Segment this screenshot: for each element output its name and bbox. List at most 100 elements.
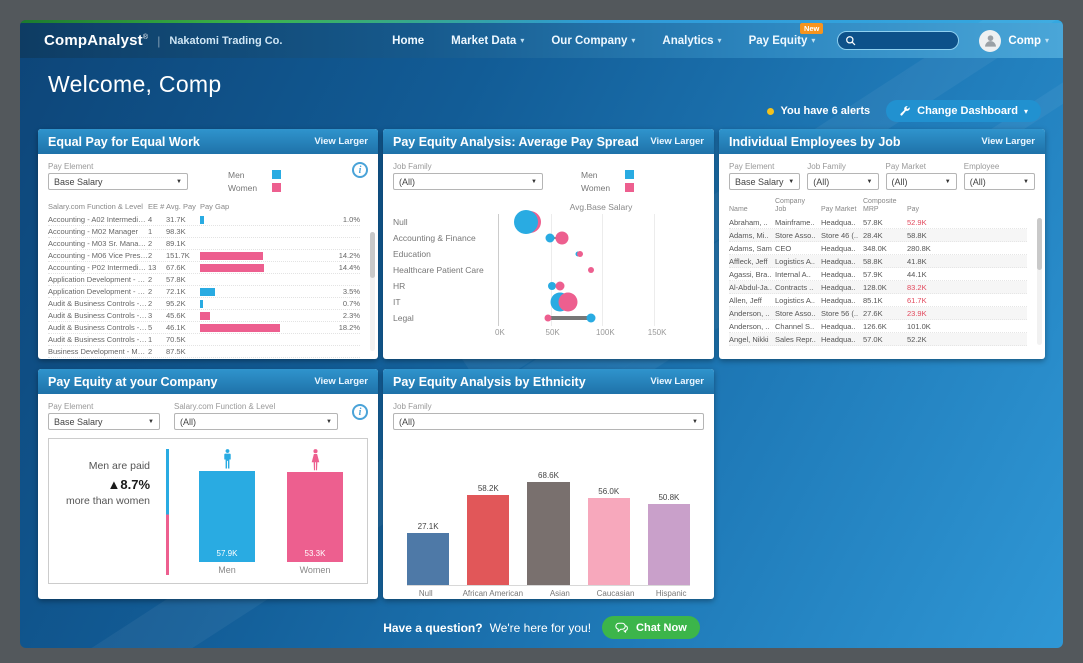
chevron-down-icon: ▼ [788, 178, 795, 185]
pay-element-select[interactable]: Base Salary ▼ [48, 413, 160, 430]
legend-men-label: Men [581, 169, 598, 180]
brand-logo[interactable]: CompAnalyst® [44, 32, 149, 49]
employee-market-cell: Headqua.. [821, 217, 856, 227]
scatter-dot-men [513, 210, 538, 234]
pay-element-filter: Pay Element Base Salary ▼ [48, 162, 188, 190]
job-family-select[interactable]: (All) ▼ [393, 173, 543, 190]
chevron-down-icon: ▼ [866, 178, 873, 185]
chevron-down-icon: ▾ [1044, 36, 1049, 45]
ee-count-cell: 5 [148, 323, 153, 332]
nav-item-pay-equity[interactable]: Pay Equity New ▾ [749, 22, 824, 47]
chat-now-button[interactable]: Chat Now [602, 616, 700, 639]
scrollbar[interactable] [1037, 218, 1042, 345]
employee-pay-cell: 52.2K [907, 334, 927, 344]
function-level-select[interactable]: (All) ▼ [174, 413, 338, 430]
search-input[interactable] [861, 35, 952, 46]
bar-value-label: 56.0K [598, 487, 620, 496]
spread-plot [498, 262, 700, 278]
search-box[interactable] [837, 31, 960, 50]
panel-header: Individual Employees by Job View Larger [719, 129, 1045, 154]
chevron-down-icon: ▼ [944, 178, 951, 185]
ee-count-cell: 1 [148, 227, 153, 236]
change-dashboard-button[interactable]: Change Dashboard ▾ [886, 100, 1041, 122]
spread-plot [498, 278, 700, 294]
panel-title: Pay Equity Analysis: Average Pay Spread [393, 134, 639, 149]
scrollbar[interactable] [370, 232, 375, 351]
chevron-down-icon: ▼ [531, 178, 537, 185]
employee-mrp-cell: 27.6K [863, 308, 883, 318]
scatter-dot-women [555, 281, 565, 291]
user-menu[interactable]: Comp ▾ [1008, 35, 1049, 47]
nav-item-label: Home [392, 34, 425, 47]
employee-job-cell: Sales Repr.. [775, 334, 816, 344]
employee-row: Adams, Sam CEO Headqua.. 348.0K 280.8K [729, 242, 1027, 256]
filter-employee: Employee (All) ▼ [963, 162, 1035, 190]
filter-select[interactable]: (All) ▼ [963, 173, 1035, 190]
bar-value-label: 27.1K [417, 522, 439, 531]
employee-market-cell: Headqua.. [821, 282, 856, 292]
avg-pay-cell: 57.8K [166, 275, 186, 284]
filter-select[interactable]: (All) ▼ [807, 173, 879, 190]
info-icon[interactable]: i [352, 162, 368, 178]
ethnicity-bar [467, 495, 510, 585]
view-larger-link[interactable]: View Larger [314, 136, 368, 147]
avg-pay-cell: 95.2K [166, 299, 186, 308]
employee-job-cell: Store Asso.. [775, 308, 816, 318]
filter-select[interactable]: (All) ▼ [885, 173, 957, 190]
employee-market-cell: Headqua.. [821, 295, 856, 305]
employee-pay-cell: 52.9K [907, 217, 927, 227]
employee-pay-cell: 44.1K [907, 269, 927, 279]
new-badge: New [799, 22, 824, 34]
view-larger-link[interactable]: View Larger [650, 136, 704, 147]
select-value: (All) [399, 416, 415, 427]
employee-mrp-cell: 126.6K [863, 321, 887, 331]
chat-icon [615, 622, 628, 633]
avatar[interactable] [979, 29, 1002, 52]
bar-value-label: 58.2K [477, 484, 499, 493]
alerts-text: You have 6 alerts [780, 105, 871, 117]
select-value: (All) [813, 176, 830, 187]
ethnicity-category-label: Null [418, 589, 433, 598]
pay-gap-note: Men are paid ▲8.7% more than women [57, 449, 166, 575]
filter-select[interactable]: Base Salary ▼ [729, 173, 801, 190]
filter-label: Salary.com Function & Level [174, 402, 276, 411]
view-larger-link[interactable]: View Larger [314, 376, 368, 387]
legend-women-label: Women [228, 182, 258, 193]
filter-label: Job Family [807, 162, 846, 171]
scatter-dot-men [547, 282, 556, 290]
view-larger-link[interactable]: View Larger [981, 136, 1035, 147]
nav-item-market-data[interactable]: Market Data ▾ [451, 35, 524, 47]
equal-pay-row: Accounting - M03 Sr. Manager / ..2 89.1K [48, 238, 360, 250]
ethnicity-category-label: Caucasian [596, 589, 635, 598]
footer-question-rest: We're here for you! [489, 620, 592, 635]
gender-divider-line [166, 449, 169, 575]
chat-footer: Have a question? We're here for you! Cha… [38, 616, 1045, 639]
avg-pay-cell: 89.1K [166, 239, 186, 248]
scatter-dot-women [588, 267, 595, 273]
employee-row: Allen, Jeff Logistics A.. Headqua.. 85.1K 61… [729, 294, 1027, 308]
view-larger-link[interactable]: View Larger [650, 376, 704, 387]
scatter-dot-women [558, 292, 578, 312]
pay-gap-bar-cell [200, 251, 326, 260]
chevron-down-icon: ▼ [176, 178, 182, 185]
nav-item-home[interactable]: Home [392, 35, 424, 47]
info-icon[interactable]: i [352, 404, 368, 420]
women-bar: 53.3K [287, 472, 343, 562]
ee-count-cell: 3 [148, 311, 153, 320]
equal-pay-row: Audit & Business Controls - M02..2 95.2K 0… [48, 298, 360, 310]
function-level-cell: Audit & Business Controls - M02.. [48, 299, 148, 308]
job-family-select[interactable]: (All) ▼ [393, 413, 704, 430]
employee-pay-cell: 58.8K [907, 230, 927, 240]
spread-row: Legal [393, 310, 704, 326]
legend: Men Women [581, 168, 634, 194]
spread-category-label: Null [393, 217, 408, 227]
avg-pay-cell: 45.6K [166, 311, 186, 320]
panel-header: Pay Equity Analysis: Average Pay Spread … [383, 129, 714, 154]
spread-row: Accounting & Finance [393, 230, 704, 246]
pay-element-select[interactable]: Base Salary ▼ [48, 173, 188, 190]
ethnicity-category-label: Hispanic [655, 589, 687, 598]
select-value: (All) [969, 176, 986, 187]
alerts-indicator[interactable]: You have 6 alerts [767, 105, 870, 117]
nav-item-our-company[interactable]: Our Company ▾ [551, 35, 635, 47]
nav-item-analytics[interactable]: Analytics ▾ [662, 35, 721, 47]
